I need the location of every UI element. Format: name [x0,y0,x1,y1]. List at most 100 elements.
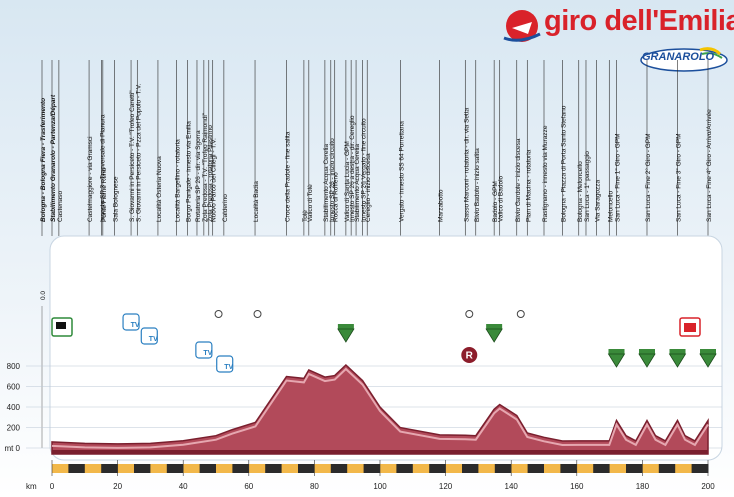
climb-marker-icon [485,324,503,343]
place-label: Zola Predosa - T.V. "Trofeo Raimondi" [202,112,209,222]
place-label: Marzabotto [438,189,445,222]
place-name: S. Giovanni in Persiceto - T.V. "Trofeo … [129,90,136,222]
place-label: Stabilimento Acqua Cerelia [323,144,330,222]
elevation-profile [51,363,709,455]
place-name: Zola Predosa - rotatoria Pilastrino [207,125,214,222]
place-name: Rotatoria SP 26 - dir. via Sgorra [195,130,202,222]
place-name: San Luca - Fine 2° Giro - GPM [644,133,652,222]
refuel-icon: R [461,347,478,363]
place-name: Via Saragozza [594,179,601,222]
place-label: Sala Bolognese [113,176,120,222]
x-tick-label: 120 [439,482,453,491]
place-name: Sasso Marconi - rotatoria - dir. via Set… [463,107,470,222]
place-label: Meloncello [607,191,614,222]
place-name: Rastignano - innesto via Murazze [542,125,549,222]
place-label: San Luca - Fine 4° Giro - Arrivo/Arrivée [705,109,713,222]
sponsor-name: GRANAROLO [642,51,715,63]
place-name: Ponte Fiume Reno [101,167,108,222]
place-name: Bivio Badolo - inizio salita [474,148,481,222]
place-label: Borgo Panigale - innesto via Emilia [185,121,192,222]
km-value: 0.0 [40,291,47,300]
svg-text:TV: TV [131,322,140,329]
tv-icon: TV [122,313,140,331]
place-name: Valico di Tolè [307,184,314,222]
km-axis: km 0 20 40 60 80 100 120 140 160 180 200 [26,460,715,491]
place-label: Pian di Macina - rotatoria [525,149,532,222]
place-label: Castenaso [57,191,64,222]
place-label: S. Giovanni in Persiceto - Pzza del Popo… [135,83,142,222]
place-label: Bivio Badolo - inizio salita [474,148,481,222]
place-name: Bologna - Bologna Fiera - Trasferimento [40,98,47,222]
checkpoint-icon [465,310,474,318]
place-label: San Luca - Fine 1° Giro - GPM [613,133,621,222]
place-name: Tolè [302,210,309,222]
place-label: Calderino [222,194,229,222]
x-tick-label: 0 [50,482,55,491]
tv-icon: TV [140,327,158,345]
place-name: Innesto SP 26 - inizio circuito [329,138,336,222]
y-tick-label: mt 0 [4,444,20,453]
place-label: S. Giovanni in Persiceto - T.V. "Trofeo … [129,90,136,222]
y-tick-label: 600 [7,383,21,392]
place-label: Valico di Tolè [307,184,314,222]
profile-ridge [51,367,709,449]
place-name: Croce della Pradole - fine salita [285,131,292,222]
race-emblem-icon [503,10,541,42]
profile-panel [49,235,723,461]
place-name: Cereglio - inizio discesa [365,153,372,222]
place-label: Ponte Fiume Reno [101,167,108,222]
climb-marker-icon [668,349,687,368]
place-label: Rocca di Roffeno [333,172,340,222]
place-label: San Luca - Fine 2° Giro - GPM [644,133,652,222]
place-name: Vergato - innesto SS 64 Porrettana [398,121,405,222]
place-label: Innesto SP 26 Vergato - fine circuito [361,118,368,222]
place-label: Vergato - innesto SS 64 Porrettana [398,121,405,222]
place-name: Bologna - Piazza di Porta Santo Stefano [560,105,567,222]
place-name: San Luca - Fine 4° Giro - Arrivo/Arrivée [705,109,713,222]
place-name: Calderino [222,194,229,222]
x-tick-label: 20 [113,482,122,491]
svg-text:TV: TV [203,350,212,357]
profile-markers: TV TV TV TV R [51,310,717,373]
place-name: Bologna - Meloncello [577,161,584,222]
place-label: Rotatoria SP 26 - dir. via Sgorra [195,130,202,222]
place-name: Badolo - GPM [492,181,499,222]
place-name: Innesto SP 26 Vergato - fine circuito [361,118,368,222]
place-name: Zola Predosa - T.V. "Trofeo Raimondi" [202,112,209,222]
x-axis-label: km [26,482,37,491]
place-label: Valico di Santa Lucia - GPM [344,141,351,222]
place-label: Innesto SP 26 a destra - dir. Cereglio [349,115,356,222]
race-logo: giro dell'Emilia GRANAROLO [500,2,734,72]
place-name: Innesto SP 26 a destra - dir. Cereglio [349,115,356,222]
start-flag-icon [51,317,73,337]
tv-icon: TV [216,355,234,373]
x-tick-label: 80 [310,482,319,491]
place-label: Innesto SP 26 - inizio circuito [329,138,336,222]
y-tick-label: 400 [7,403,21,412]
svg-text:R: R [466,351,474,362]
race-title: giro dell'Emilia [544,5,734,37]
y-tick-label: 800 [7,362,21,371]
climb-marker-icon [607,349,626,368]
checkpoint-icon [214,310,223,318]
place-name: Castenaso [57,191,64,222]
x-tick-label: 40 [179,482,188,491]
place-name: Località Badia [253,181,260,222]
place-name: Meloncello [607,191,614,222]
finish-line-icon [679,317,701,337]
place-name: Stabilimento Acqua Cerelia [354,144,361,222]
place-name: San Luca - 1° passaggio [583,151,591,222]
km-scale-bar [52,464,709,473]
place-label: Via Saragozza [594,179,601,222]
svg-text:TV: TV [149,336,158,343]
place-label: Castelmaggiore - via Gramsci [87,136,94,222]
place-label: Sasso Marconi - rotatoria - dir. via Set… [463,107,470,222]
place-name: Stabilimento Acqua Cerelia [323,144,330,222]
place-label: Badolo - GPM [492,181,499,222]
place-name: Rocca di Roffeno [333,172,340,222]
tv-icon: TV [195,341,213,359]
place-label: Stabilimento Acqua Cerelia [354,144,361,222]
place-label: Rastignano - innesto via Murazze [542,125,549,222]
y-tick-label: 200 [7,424,21,433]
